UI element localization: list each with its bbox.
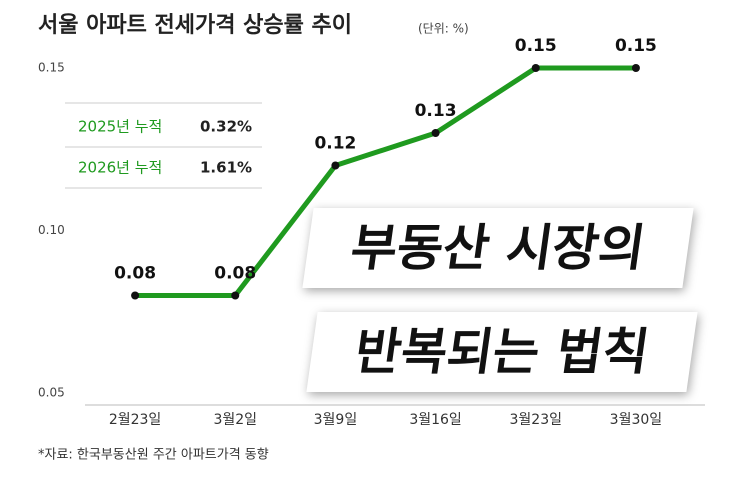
table-value: 0.32% (200, 118, 252, 136)
chart-subtitle: (단위: %) (418, 22, 469, 36)
table-label: 2026년 누적 (78, 159, 162, 177)
line (135, 65, 636, 298)
x-tick-label: 3월9일 (314, 412, 358, 428)
y-tick-label: 0.05 (38, 386, 65, 400)
data-label: 0.15 (615, 36, 657, 56)
point (531, 64, 540, 72)
point (131, 291, 140, 300)
y-tick-label: 0.10 (38, 223, 65, 237)
table-label: 2025년 누적 (78, 118, 162, 136)
y-tick-label: 0.15 (38, 61, 65, 75)
annotation: 반복되는 법칙 (306, 312, 698, 392)
point (331, 161, 340, 170)
annotation: 부동산 시장의 (302, 208, 694, 288)
point (231, 291, 240, 300)
table-value: 1.61% (200, 159, 252, 177)
data-label: 0.12 (314, 134, 356, 154)
chart-title: 서울 아파트 전세가격 상승률 추이 (38, 13, 352, 38)
x-tick-label: 2월23일 (109, 412, 161, 428)
data-label: 0.15 (515, 36, 557, 56)
source-note: *자료: 한국부동산원 주간 아파트가격 동향 (38, 448, 269, 463)
x-tick-label: 3월30일 (610, 412, 662, 428)
data-label: 0.13 (415, 101, 457, 121)
data-label: 0.08 (214, 264, 256, 284)
point (631, 64, 640, 72)
point (431, 129, 440, 137)
x-tick-label: 3월16일 (409, 412, 461, 428)
x-tick-label: 3월23일 (510, 412, 562, 428)
x-tick-label: 3월2일 (213, 412, 257, 428)
data-label: 0.08 (114, 264, 156, 284)
